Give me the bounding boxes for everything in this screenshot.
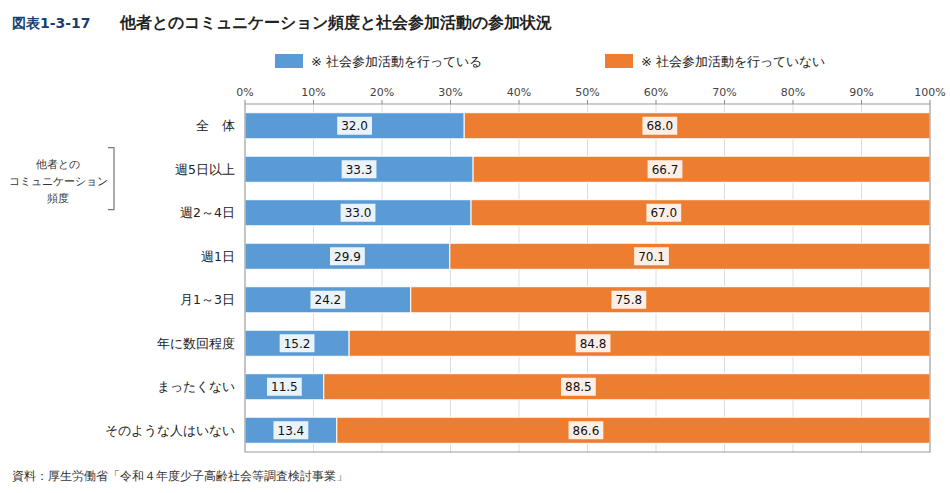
tick-mark bbox=[793, 100, 794, 104]
data-label-bg bbox=[642, 117, 677, 135]
category-label: 全 体 bbox=[196, 118, 235, 133]
data-label: 32.0 bbox=[341, 119, 368, 133]
data-label-bg bbox=[341, 204, 376, 222]
tick-mark bbox=[382, 100, 383, 104]
bar bbox=[450, 243, 930, 269]
bar bbox=[411, 287, 930, 313]
data-label: 88.5 bbox=[565, 380, 592, 394]
data-label-bg bbox=[280, 334, 315, 352]
data-label: 11.5 bbox=[271, 380, 298, 394]
legend-label: ※ 社会参加活動を行っていない bbox=[641, 54, 825, 69]
data-label: 33.0 bbox=[345, 206, 372, 220]
data-label-bg bbox=[330, 247, 365, 265]
bar bbox=[245, 287, 411, 313]
legend-label: ※ 社会参加活動を行っている bbox=[311, 54, 482, 69]
data-label-bg bbox=[569, 421, 604, 439]
tick-label: 60% bbox=[644, 86, 668, 99]
tick-label: 40% bbox=[507, 86, 531, 99]
axis-label: 頻度 bbox=[47, 192, 69, 205]
tick-mark bbox=[724, 100, 725, 104]
data-label-bg bbox=[648, 160, 683, 178]
axis-label-bracket bbox=[108, 148, 114, 210]
bar bbox=[245, 374, 324, 400]
data-label-bg bbox=[342, 160, 377, 178]
bar bbox=[245, 200, 471, 226]
data-label-bg bbox=[611, 291, 646, 309]
tick-label: 90% bbox=[849, 86, 873, 99]
data-label-bg bbox=[267, 378, 302, 396]
data-label: 67.0 bbox=[650, 206, 677, 220]
data-labels: 32.0 68.0 33.3 66.7 33.0 67.0 29.9 70.1 24.2 75.8… bbox=[267, 117, 682, 440]
data-label: 86.6 bbox=[573, 424, 600, 438]
tick-label: 30% bbox=[438, 86, 462, 99]
axis-label: コミュニケーション bbox=[9, 175, 108, 188]
bar bbox=[473, 156, 930, 182]
tick-mark bbox=[861, 100, 862, 104]
source-note: 資料：厚生労働省「令和４年度少子高齢社会等調査検討事業」 bbox=[12, 469, 348, 483]
data-label: 15.2 bbox=[284, 337, 311, 351]
data-label: 68.0 bbox=[646, 119, 673, 133]
data-label: 24.2 bbox=[315, 293, 342, 307]
category-label: まったくない bbox=[157, 379, 235, 394]
tick-label: 70% bbox=[712, 86, 736, 99]
data-label: 70.1 bbox=[638, 250, 665, 264]
data-label: 33.3 bbox=[346, 163, 373, 177]
data-label-bg bbox=[646, 204, 681, 222]
bar bbox=[464, 113, 930, 139]
tick-label: 100% bbox=[914, 86, 945, 99]
category-label: 週2～4日 bbox=[180, 205, 235, 220]
chart: 図表1-3-17 他者とのコミュニケーション頻度と社会参加活動の参加状況 ※ 社会参… bbox=[0, 0, 950, 493]
bar bbox=[349, 330, 930, 356]
figure-number: 図表1-3-17 bbox=[12, 15, 91, 31]
tick-label: 50% bbox=[575, 86, 599, 99]
tick-mark bbox=[519, 100, 520, 104]
legend-swatch bbox=[275, 54, 303, 68]
bar bbox=[245, 330, 349, 356]
category-label: そのような人はいない bbox=[105, 423, 235, 438]
bar bbox=[471, 200, 930, 226]
bar bbox=[337, 417, 930, 443]
tick-mark bbox=[587, 100, 588, 104]
grid bbox=[245, 104, 930, 452]
bar bbox=[245, 156, 473, 182]
data-label: 13.4 bbox=[278, 424, 305, 438]
data-label-bg bbox=[576, 334, 611, 352]
data-label: 29.9 bbox=[334, 250, 361, 264]
data-label: 84.8 bbox=[580, 337, 607, 351]
category-label: 年に数回程度 bbox=[157, 336, 235, 351]
axis-label: 他者との bbox=[36, 158, 80, 171]
bar bbox=[324, 374, 930, 400]
data-label: 66.7 bbox=[652, 163, 679, 177]
plot-frame bbox=[245, 104, 930, 452]
bars bbox=[245, 113, 930, 444]
tick-label: 10% bbox=[301, 86, 325, 99]
category-label: 週1日 bbox=[201, 249, 235, 264]
bar bbox=[245, 417, 337, 443]
tick-mark bbox=[656, 100, 657, 104]
data-label-bg bbox=[310, 291, 345, 309]
data-label-bg bbox=[273, 421, 308, 439]
tick-mark bbox=[930, 100, 931, 104]
tick-mark bbox=[313, 100, 314, 104]
data-label: 75.8 bbox=[615, 293, 642, 307]
tick-label: 0% bbox=[236, 86, 253, 99]
tick-label: 20% bbox=[370, 86, 394, 99]
tick-mark bbox=[450, 100, 451, 104]
legend-swatch bbox=[605, 54, 633, 68]
data-label-bg bbox=[337, 117, 372, 135]
data-label-bg bbox=[634, 247, 669, 265]
data-label-bg bbox=[561, 378, 596, 396]
category-label: 月1～3日 bbox=[180, 292, 235, 307]
bar bbox=[245, 113, 464, 139]
tick-label: 80% bbox=[781, 86, 805, 99]
bar bbox=[245, 243, 450, 269]
title: 他者とのコミュニケーション頻度と社会参加活動の参加状況 bbox=[119, 13, 552, 32]
tick-mark bbox=[245, 100, 246, 104]
category-label: 週5日以上 bbox=[175, 162, 235, 177]
